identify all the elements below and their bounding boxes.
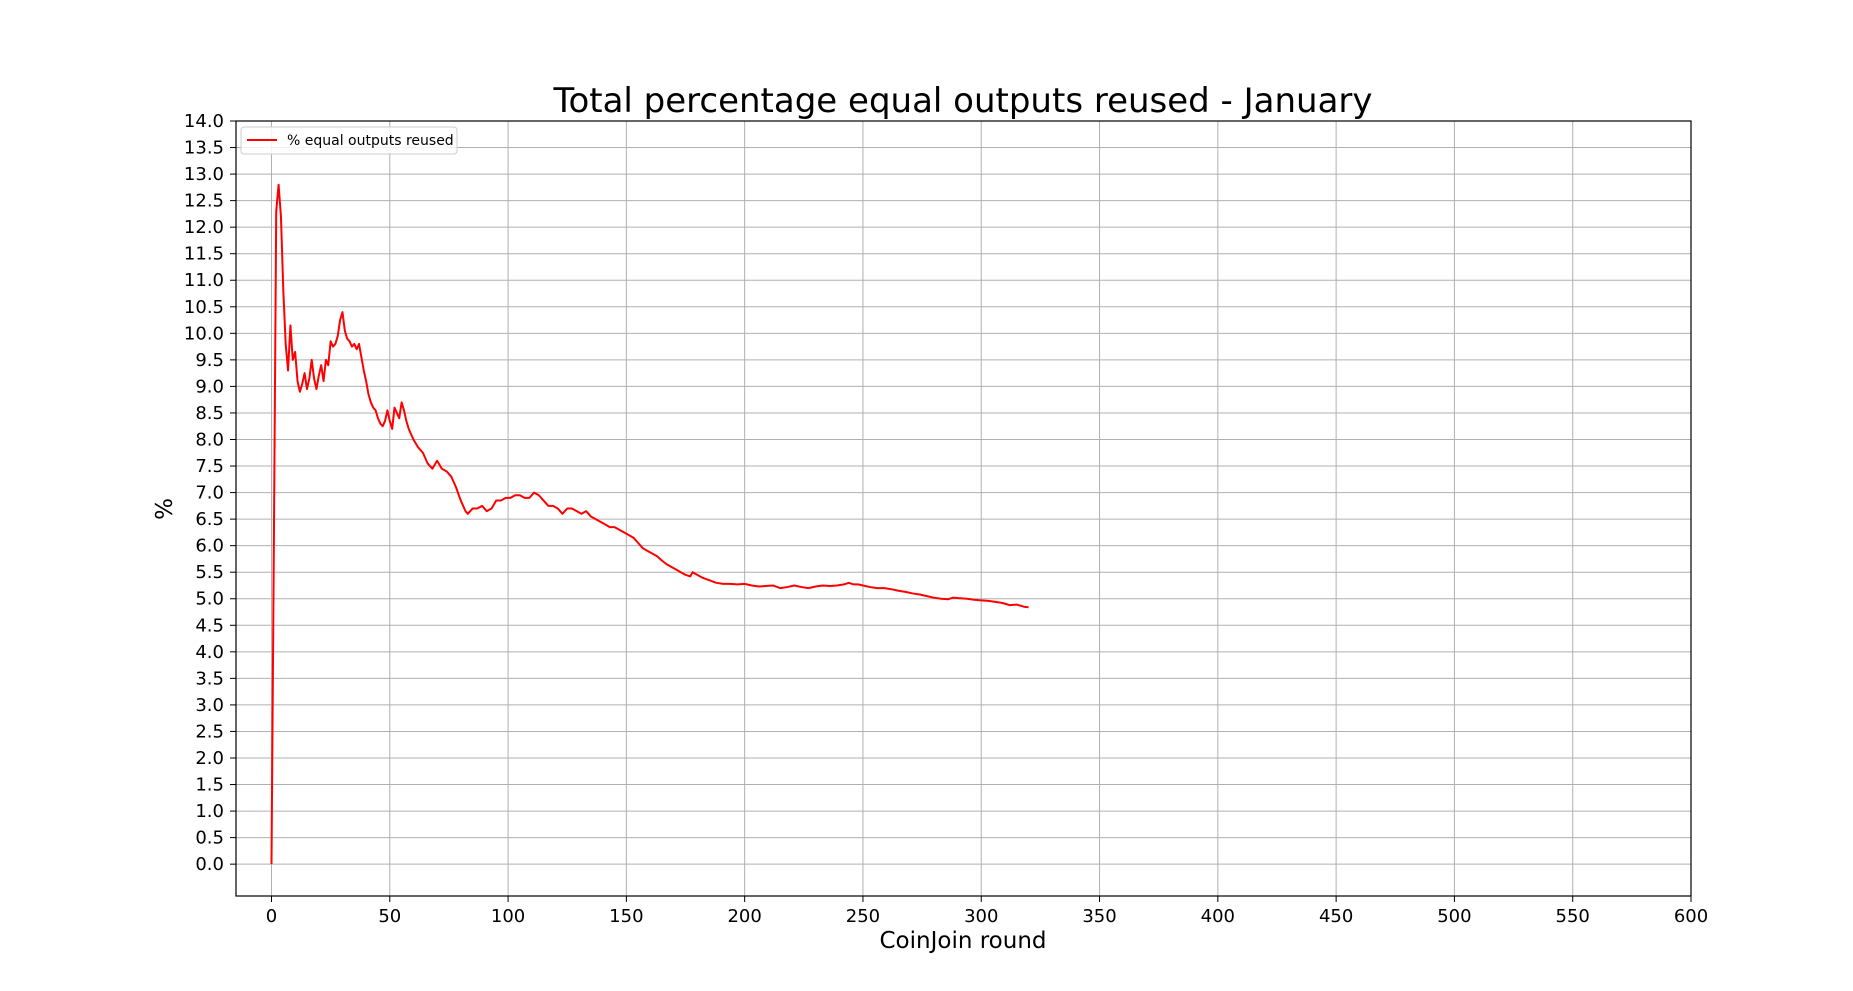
y-tick-label: 11.0	[184, 270, 224, 291]
y-tick-label: 7.0	[195, 483, 224, 504]
y-tick-label: 6.5	[195, 509, 224, 530]
y-tick-label: 2.0	[195, 748, 224, 769]
y-tick-label: 3.5	[195, 668, 224, 689]
x-tick-label: 150	[609, 906, 643, 927]
y-tick-label: 13.5	[184, 138, 224, 159]
y-tick-label: 11.5	[184, 244, 224, 265]
y-tick-label: 4.0	[195, 642, 224, 663]
y-axis-label: %	[152, 498, 178, 520]
x-tick-label: 0	[266, 906, 277, 927]
x-tick-label: 250	[846, 906, 880, 927]
y-axis-ticks: 0.0 0.5 1.0 1.5 2.0 2.5 3.0 3.5 4.0 4.5 5.0 5.5 6.0 6…	[184, 111, 236, 875]
x-tick-label: 400	[1201, 906, 1235, 927]
y-tick-label: 4.5	[195, 615, 224, 636]
chart-title: Total percentage equal outputs reused - …	[552, 81, 1372, 121]
y-tick-label: 2.5	[195, 721, 224, 742]
y-tick-label: 10.5	[184, 297, 224, 318]
y-tick-label: 1.5	[195, 775, 224, 796]
x-tick-label: 300	[964, 906, 998, 927]
x-axis-ticks: 0 50 100 150 200 250 300 350 400 450 500 550 600	[266, 896, 1708, 927]
y-tick-label: 1.0	[195, 801, 224, 822]
legend-box	[240, 126, 458, 155]
y-tick-label: 12.5	[184, 191, 224, 212]
y-tick-label: 13.0	[184, 164, 224, 185]
plot-frame	[235, 120, 1692, 897]
x-axis-label: CoinJoin round	[879, 928, 1046, 954]
legend-label: % equal outputs reused	[287, 133, 454, 149]
y-tick-label: 5.5	[195, 562, 224, 583]
x-tick-label: 350	[1082, 906, 1116, 927]
y-tick-label: 6.0	[195, 536, 224, 557]
x-tick-label: 600	[1674, 906, 1708, 927]
y-tick-label: 10.0	[184, 323, 224, 344]
y-tick-label: 3.0	[195, 695, 224, 716]
x-tick-label: 500	[1437, 906, 1471, 927]
y-tick-label: 8.0	[195, 429, 224, 450]
y-tick-label: 7.5	[195, 456, 224, 477]
y-tick-label: 0.0	[195, 854, 224, 875]
y-tick-label: 14.0	[184, 111, 224, 132]
x-tick-label: 200	[727, 906, 761, 927]
x-tick-label: 550	[1556, 906, 1590, 927]
x-tick-label: 100	[491, 906, 525, 927]
legend: % equal outputs reused	[240, 126, 458, 155]
y-tick-label: 12.0	[184, 217, 224, 238]
y-tick-label: 5.0	[195, 589, 224, 610]
y-tick-label: 9.0	[195, 376, 224, 397]
x-tick-label: 450	[1319, 906, 1353, 927]
y-tick-label: 8.5	[195, 403, 224, 424]
y-tick-label: 9.5	[195, 350, 224, 371]
y-tick-label: 0.5	[195, 828, 224, 849]
series-lines	[270, 183, 1029, 865]
x-tick-label: 50	[378, 906, 401, 927]
series-line-0	[270, 183, 1029, 865]
grid-lines	[236, 120, 1692, 896]
